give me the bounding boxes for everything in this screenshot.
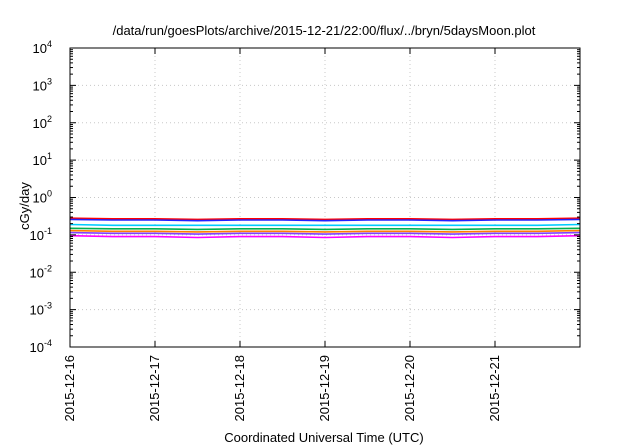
y-tick-label: 104 bbox=[33, 39, 52, 56]
series-line bbox=[69, 234, 581, 239]
x-tick-label: 2015-12-19 bbox=[317, 355, 332, 422]
series-line bbox=[69, 217, 581, 221]
series-group bbox=[69, 217, 581, 239]
y-tick-label: 10-2 bbox=[30, 263, 52, 280]
axes: 10-4 10-3 10-2 10-1 100 101 102 103 104 2015-12-1… bbox=[30, 39, 581, 422]
x-tick-label: 2015-12-20 bbox=[402, 355, 417, 422]
chart-title: /data/run/goesPlots/archive/2015-12-21/2… bbox=[113, 23, 536, 38]
y-tick-label: 101 bbox=[33, 151, 52, 168]
y-tick-label: 10-4 bbox=[30, 338, 52, 355]
grid-lines bbox=[70, 48, 580, 347]
series-line bbox=[69, 229, 581, 233]
y-tick-label: 10-3 bbox=[30, 301, 52, 318]
x-tick-label: 2015-12-18 bbox=[232, 355, 247, 422]
x-tick-label: 2015-12-16 bbox=[62, 355, 77, 422]
x-axis-label: Coordinated Universal Time (UTC) bbox=[224, 430, 423, 445]
x-tick-label: 2015-12-21 bbox=[487, 355, 502, 422]
y-tick-label: 102 bbox=[33, 114, 52, 131]
series-line bbox=[69, 223, 581, 227]
series-line bbox=[69, 231, 581, 235]
x-tick-label: 2015-12-17 bbox=[147, 355, 162, 422]
y-axis-label: cGy/day bbox=[17, 182, 32, 230]
series-line bbox=[69, 227, 581, 231]
y-tick-label: 100 bbox=[33, 189, 52, 206]
y-tick-label: 103 bbox=[33, 76, 52, 93]
series-line bbox=[69, 218, 581, 222]
y-tick-label: 10-1 bbox=[30, 226, 52, 243]
plot-frame bbox=[69, 47, 581, 348]
